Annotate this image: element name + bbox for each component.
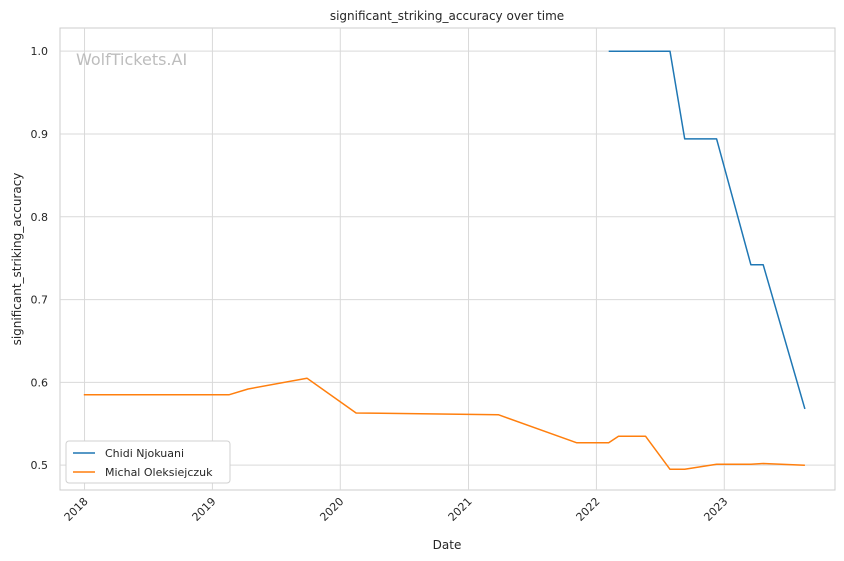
- chart-title: significant_striking_accuracy over time: [330, 9, 564, 23]
- y-axis-label: significant_striking_accuracy: [10, 173, 24, 346]
- y-tick-label: 0.5: [31, 459, 49, 472]
- y-tick-label: 1.0: [31, 45, 49, 58]
- legend-box: [65, 440, 231, 484]
- y-tick-label: 0.8: [31, 211, 49, 224]
- watermark: WolfTickets.AI: [76, 50, 187, 69]
- legend-label: Chidi Njokuani: [105, 447, 184, 460]
- y-tick-label: 0.6: [31, 376, 49, 389]
- x-axis-label: Date: [433, 538, 462, 552]
- plot-area: WolfTickets.AI: [59, 27, 836, 491]
- y-tick-label: 0.9: [31, 128, 49, 141]
- y-tick-label: 0.7: [31, 294, 49, 307]
- grid: [60, 28, 835, 490]
- legend-label: Michal Oleksiejczuk: [105, 466, 213, 479]
- series-lines: [83, 50, 806, 471]
- y-axis-ticks: 0.5 0.6 0.7 0.8 0.9 1.0: [31, 45, 49, 472]
- series-line-chidi-njokuani: [608, 50, 806, 410]
- legend: Chidi Njokuani Michal Oleksiejczuk: [65, 440, 231, 484]
- series-line-michal-oleksiejczuk: [83, 377, 805, 471]
- plot-frame: [59, 27, 836, 491]
